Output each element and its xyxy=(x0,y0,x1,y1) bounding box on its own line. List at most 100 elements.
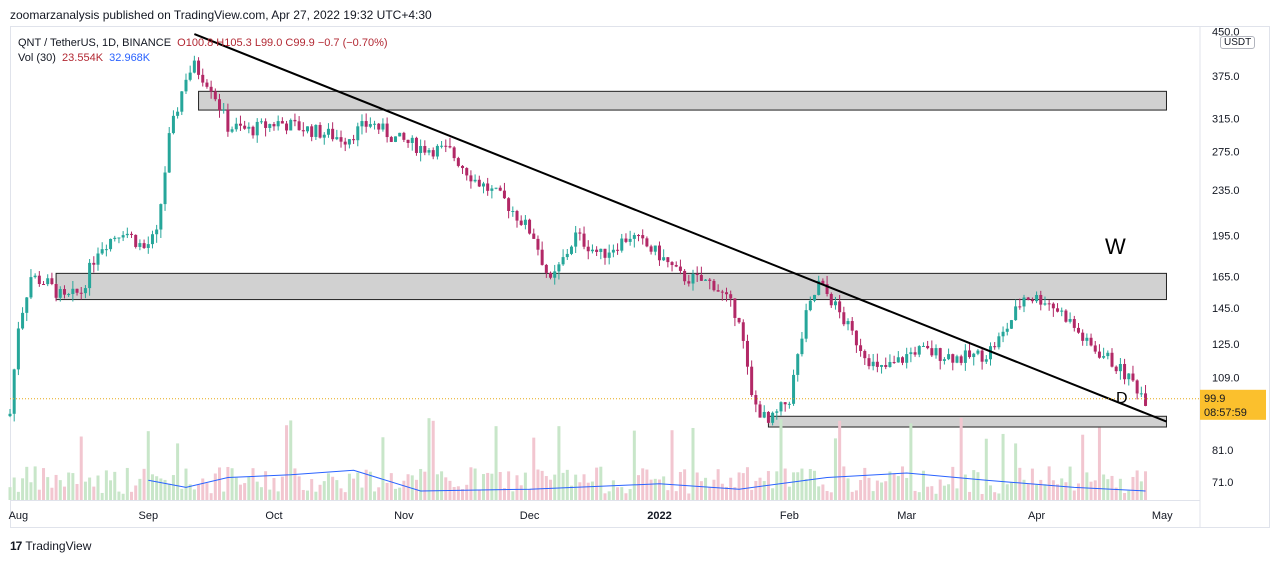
candle-body xyxy=(234,123,238,130)
zone-box-1 xyxy=(198,90,1167,111)
volume-bar xyxy=(716,469,720,500)
volume-bar xyxy=(431,420,435,500)
candle-body xyxy=(1072,319,1076,328)
candle-body xyxy=(683,270,687,282)
volume-bar xyxy=(750,489,754,500)
tradingview-brand[interactable]: 17 TradingView xyxy=(10,539,91,553)
candle-body xyxy=(641,235,645,239)
zone-layer xyxy=(55,90,1167,428)
candle-body xyxy=(926,345,930,349)
volume-bar xyxy=(402,480,406,500)
volume-bar xyxy=(205,483,209,500)
volume-label[interactable]: Vol (30) xyxy=(18,52,56,64)
volume-bar xyxy=(800,468,804,500)
volume-bar xyxy=(871,491,875,500)
volume-bar xyxy=(255,481,259,500)
candle-body xyxy=(766,411,770,423)
candle-body xyxy=(1009,320,1013,329)
volume-bar xyxy=(1097,427,1101,500)
last-price-countdown: 08:57:59 xyxy=(1204,407,1247,419)
candle-body xyxy=(1005,328,1009,332)
candle-body xyxy=(921,345,925,347)
volume-bar xyxy=(783,468,787,500)
currency-unit-button[interactable]: USDT xyxy=(1220,36,1256,49)
candle-body xyxy=(1085,337,1089,341)
candle-body xyxy=(984,359,988,362)
candle-body xyxy=(1093,345,1097,352)
candle-body xyxy=(431,150,435,157)
volume-bar xyxy=(733,487,737,500)
candle-body xyxy=(104,249,108,251)
candle-body xyxy=(289,119,293,131)
volume-bar xyxy=(620,487,624,500)
candle-body xyxy=(980,350,984,362)
volume-bar xyxy=(58,480,62,500)
volume-bar xyxy=(440,471,444,500)
volume-bar xyxy=(1026,483,1030,500)
candle-body xyxy=(896,357,900,363)
candle-body xyxy=(58,289,62,298)
candle-layer xyxy=(8,55,1148,426)
volume-bar xyxy=(150,474,154,500)
volume-bar xyxy=(306,490,309,500)
candle-body xyxy=(599,248,603,252)
volume-bar xyxy=(951,466,955,500)
volume-bar xyxy=(209,493,213,500)
candle-body xyxy=(1110,352,1114,367)
volume-bar xyxy=(490,473,494,500)
volume-bar xyxy=(201,478,205,500)
volume-bar xyxy=(972,470,976,500)
volume-bar xyxy=(1039,479,1043,500)
symbol-label[interactable]: QNT / TetherUS, 1D, BINANCE xyxy=(18,37,172,49)
candle-body xyxy=(1030,299,1034,302)
volume-bar xyxy=(854,490,858,500)
volume-bar xyxy=(385,482,389,500)
candle-body xyxy=(297,121,301,131)
volume-bar xyxy=(481,474,485,500)
candle-body xyxy=(184,79,188,92)
candle-body xyxy=(88,262,92,289)
volume-bar xyxy=(247,476,251,500)
volume-bar xyxy=(829,492,833,500)
volume-bar xyxy=(104,470,108,500)
volume-bar xyxy=(171,475,175,500)
last-price-badge xyxy=(1200,389,1266,420)
candle-body xyxy=(343,141,347,145)
volume-bar xyxy=(1043,484,1047,500)
candle-body xyxy=(528,219,532,234)
volume-bar xyxy=(540,470,544,500)
volume-bar xyxy=(326,473,330,500)
ohlc-values: O100.8 H105.3 L99.0 C99.9 −0.7 (−0.70%) xyxy=(177,37,388,49)
candle-body xyxy=(880,365,884,367)
candle-body xyxy=(75,288,79,293)
candle-body xyxy=(1089,337,1093,346)
candle-body xyxy=(33,275,37,278)
candle-body xyxy=(264,121,268,128)
volume-bar xyxy=(779,418,783,500)
candle-body xyxy=(917,346,921,355)
candle-body xyxy=(771,412,775,423)
volume-bar xyxy=(197,484,201,500)
candle-body xyxy=(280,121,284,124)
candle-body xyxy=(155,229,159,235)
candle-body xyxy=(134,234,138,247)
volume-bar xyxy=(1022,479,1026,500)
candle-body xyxy=(1139,393,1143,395)
candle-body xyxy=(230,129,234,132)
candle-body xyxy=(1022,297,1026,307)
volume-bar xyxy=(892,473,896,500)
candle-body xyxy=(197,60,201,75)
candle-body xyxy=(285,123,289,131)
candle-body xyxy=(653,245,657,252)
y-tick-label: 145.0 xyxy=(1212,303,1240,315)
candle-body xyxy=(79,292,83,294)
candle-body xyxy=(553,271,557,278)
candle-body xyxy=(968,350,972,358)
volume-bar xyxy=(113,471,117,500)
volume-bar xyxy=(963,474,967,500)
volume-bar xyxy=(1135,470,1139,500)
candle-body xyxy=(238,123,242,126)
volume-bar xyxy=(16,491,20,500)
candle-body xyxy=(381,123,385,130)
